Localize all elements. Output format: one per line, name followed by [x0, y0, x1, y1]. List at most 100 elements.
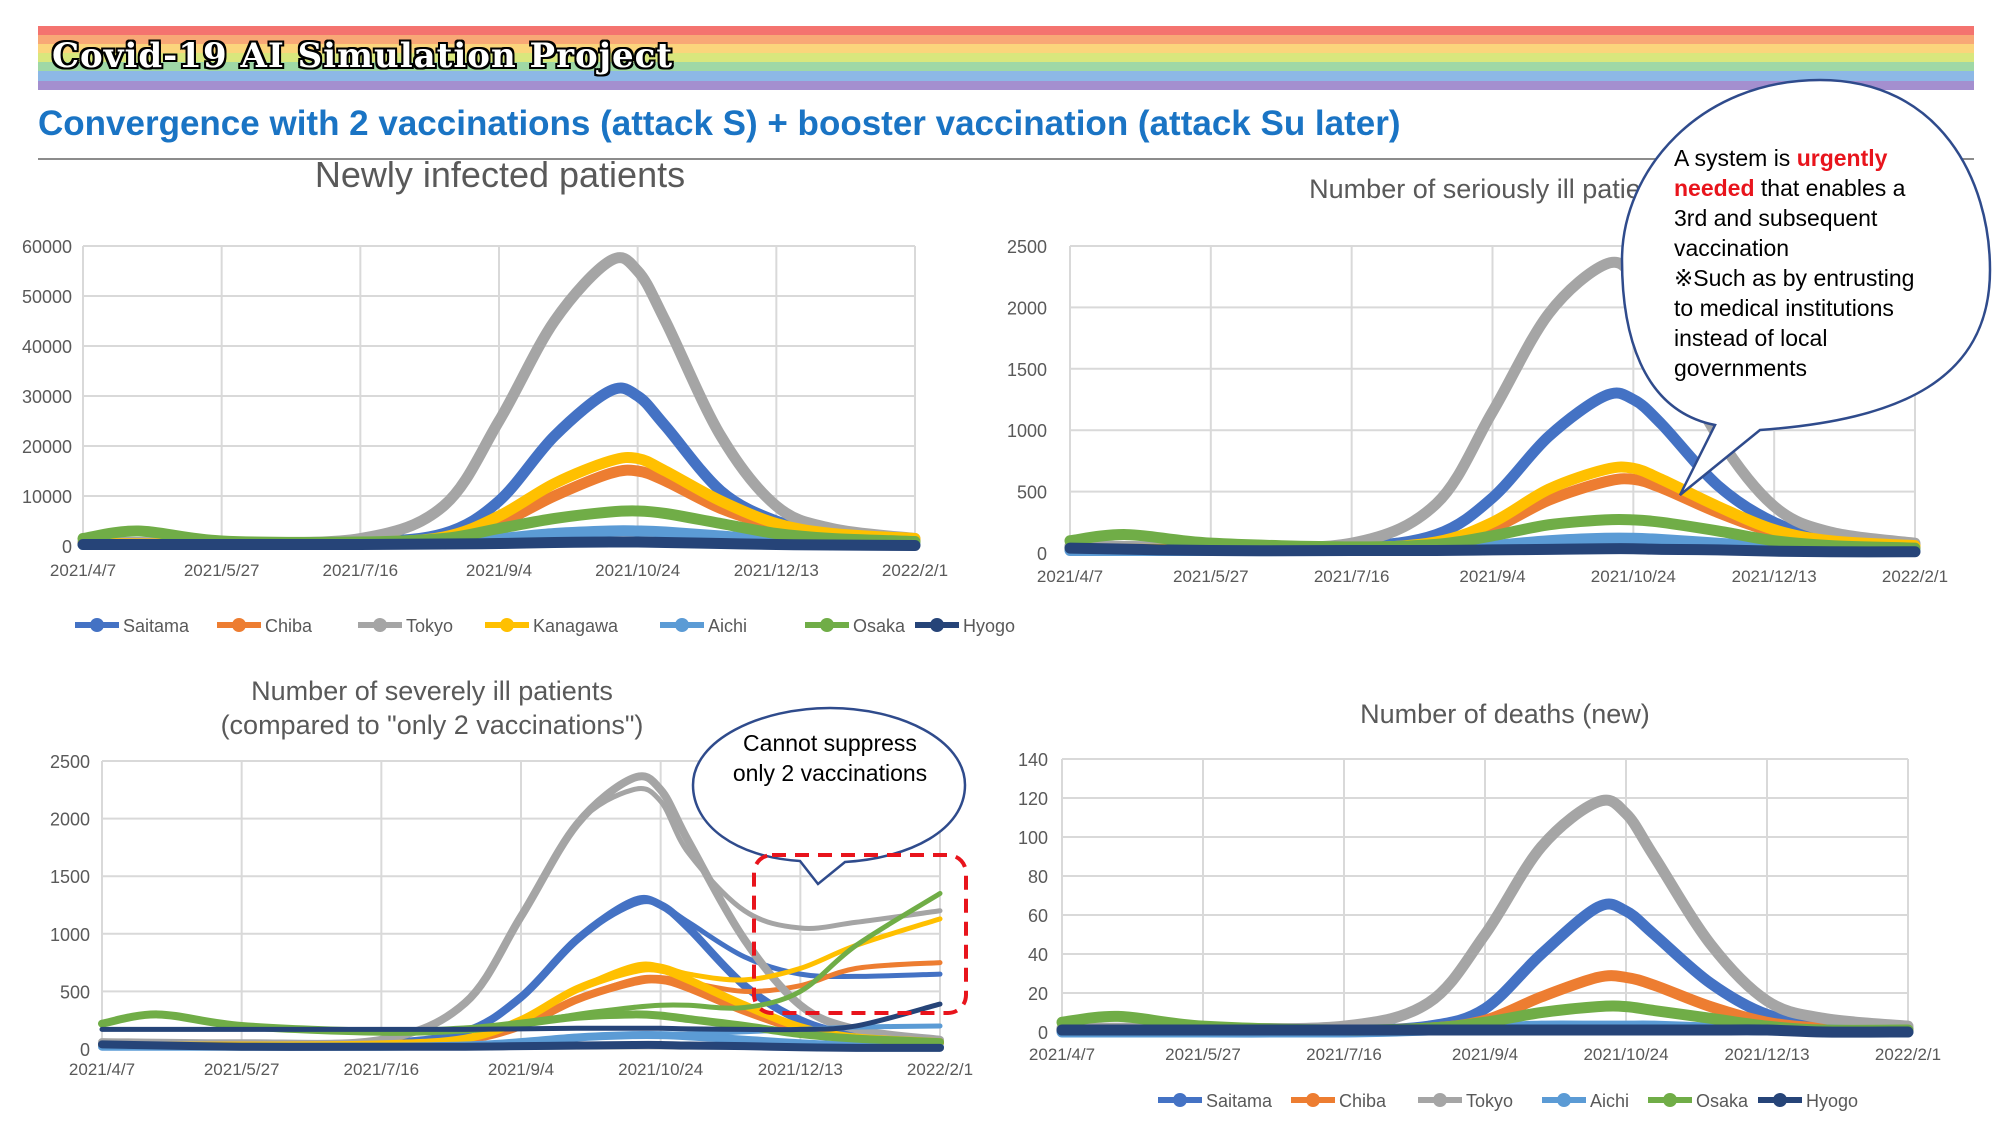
y-tick-label: 60 [1028, 906, 1048, 926]
chart-title: Number of deaths (new) [1360, 699, 1650, 729]
cannot-suppress-callout-text: Cannot suppress only 2 vaccinations [732, 730, 928, 786]
booster-callout-bubble [1620, 78, 1992, 496]
x-tick-label: 2021/5/27 [204, 1060, 280, 1079]
legend-label: Kanagawa [533, 616, 619, 636]
headline-divider [38, 158, 1974, 160]
y-tick-label: 10000 [22, 487, 72, 507]
y-tick-label: 500 [1017, 483, 1047, 503]
x-tick-label: 2021/5/27 [1173, 567, 1249, 586]
legend-label: Tokyo [1466, 1091, 1513, 1111]
legend-label: Hyogo [1806, 1091, 1858, 1111]
legend-marker [90, 618, 104, 632]
y-tick-label: 0 [80, 1040, 90, 1060]
y-tick-label: 2500 [50, 752, 90, 772]
y-tick-label: 20000 [22, 437, 72, 457]
y-tick-label: 40000 [22, 337, 72, 357]
legend-marker [1557, 1093, 1571, 1107]
series-line-osaka [1064, 513, 1921, 554]
chart-deaths-new: Number of deaths (new) 0 20 40 60 80 100 120 140… [1018, 699, 1941, 1111]
x-tick-label: 2021/4/7 [1029, 1045, 1095, 1064]
y-tick-label: 2500 [1007, 237, 1047, 257]
x-tick-label: 2021/7/16 [1314, 567, 1390, 586]
legend-marker [820, 618, 834, 632]
chart-title: Newly infected patients [315, 154, 685, 195]
callout-suffix: that enables a 3rd and subsequent vaccin… [1674, 175, 1906, 261]
series-line-hyogo [1056, 1024, 1914, 1038]
x-tick-label: 2021/9/4 [1459, 567, 1525, 586]
callout-note: ※Such as by entrusting to medical instit… [1674, 265, 1915, 381]
legend-label: Tokyo [406, 616, 453, 636]
x-tick-label: 2021/12/13 [758, 1060, 843, 1079]
y-tick-label: 100 [1018, 828, 1048, 848]
legend-marker [1663, 1093, 1677, 1107]
legend-marker [1306, 1093, 1320, 1107]
x-tick-label: 2021/4/7 [50, 561, 116, 580]
callout-prefix: A system is [1674, 145, 1797, 171]
series-line-hyogo-only-2-vaccinations- [99, 1001, 943, 1033]
y-tick-label: 80 [1028, 867, 1048, 887]
y-tick-label: 1000 [1007, 421, 1047, 441]
x-tick-label: 2021/10/24 [1583, 1045, 1668, 1064]
rainbow-banner [38, 26, 1974, 90]
legend-marker [1173, 1093, 1187, 1107]
x-tick-label: 2021/9/4 [1452, 1045, 1518, 1064]
x-tick-label: 2022/2/1 [907, 1060, 973, 1079]
y-tick-label: 0 [1037, 544, 1047, 564]
legend-marker [232, 618, 246, 632]
legend-marker [1433, 1093, 1447, 1107]
legend-label: Saitama [1206, 1091, 1273, 1111]
x-tick-label: 2021/9/4 [466, 561, 532, 580]
series-line-hyogo [98, 1040, 944, 1052]
y-tick-label: 1500 [50, 867, 90, 887]
y-tick-label: 60000 [22, 237, 72, 257]
legend-label: Osaka [1696, 1091, 1749, 1111]
cannot-callout-bubble [691, 706, 967, 886]
x-tick-label: 2021/10/24 [1591, 567, 1676, 586]
legend-marker [373, 618, 387, 632]
page-headline: Convergence with 2 vaccinations (attack … [38, 104, 1401, 143]
legend-label: Saitama [123, 616, 190, 636]
y-tick-label: 2000 [50, 810, 90, 830]
callout-highlight: urgently needed [1674, 145, 1888, 201]
chart-seriously-ill: Number of seriously ill patients 0 500 1000… [1007, 174, 1948, 586]
y-tick-label: 0 [62, 537, 72, 557]
x-tick-label: 2021/5/27 [184, 561, 260, 580]
x-tick-label: 2021/7/16 [323, 561, 399, 580]
y-tick-label: 0 [1038, 1023, 1048, 1043]
chart-subtitle: (compared to "only 2 vaccinations") [221, 710, 644, 740]
booster-callout-text: A system is urgently needed that enables… [1674, 143, 1939, 383]
x-tick-label: 2021/10/24 [595, 561, 680, 580]
series-line-hyogo [1064, 542, 1921, 558]
series-line-hyogo [77, 536, 921, 551]
chart-title: Number of severely ill patients [251, 676, 613, 706]
y-tick-label: 120 [1018, 789, 1048, 809]
legend-label: Hyogo [963, 616, 1015, 636]
chart-title: Number of seriously ill patients [1309, 174, 1677, 204]
y-tick-label: 2000 [1007, 298, 1047, 318]
banner-title: Covid-19 AI Simulation Project [52, 36, 674, 76]
x-tick-label: 2021/12/13 [1724, 1045, 1809, 1064]
x-tick-label: 2021/4/7 [69, 1060, 135, 1079]
y-tick-label: 20 [1028, 984, 1048, 1004]
x-tick-label: 2021/7/16 [344, 1060, 420, 1079]
x-tick-label: 2022/2/1 [882, 561, 948, 580]
y-tick-label: 50000 [22, 287, 72, 307]
x-tick-label: 2021/12/13 [1732, 567, 1817, 586]
y-tick-label: 140 [1018, 750, 1048, 770]
x-tick-label: 2021/5/27 [1165, 1045, 1241, 1064]
x-tick-label: 2021/12/13 [734, 561, 819, 580]
highlight-box [752, 853, 968, 1015]
x-tick-label: 2021/10/24 [618, 1060, 703, 1079]
x-tick-label: 2021/7/16 [1306, 1045, 1382, 1064]
chart-newly-infected: Newly infected patients 0 10000 20000 30000 4… [22, 154, 1015, 636]
legend-marker [930, 618, 944, 632]
chart-severely-ill-comparison: Number of severely ill patients (compared… [50, 676, 973, 1079]
legend-marker [1773, 1093, 1787, 1107]
y-tick-label: 1500 [1007, 360, 1047, 380]
x-tick-label: 2021/4/7 [1037, 567, 1103, 586]
y-tick-label: 40 [1028, 945, 1048, 965]
y-tick-label: 1000 [50, 925, 90, 945]
x-tick-label: 2022/2/1 [1882, 567, 1948, 586]
y-tick-label: 500 [60, 982, 90, 1002]
